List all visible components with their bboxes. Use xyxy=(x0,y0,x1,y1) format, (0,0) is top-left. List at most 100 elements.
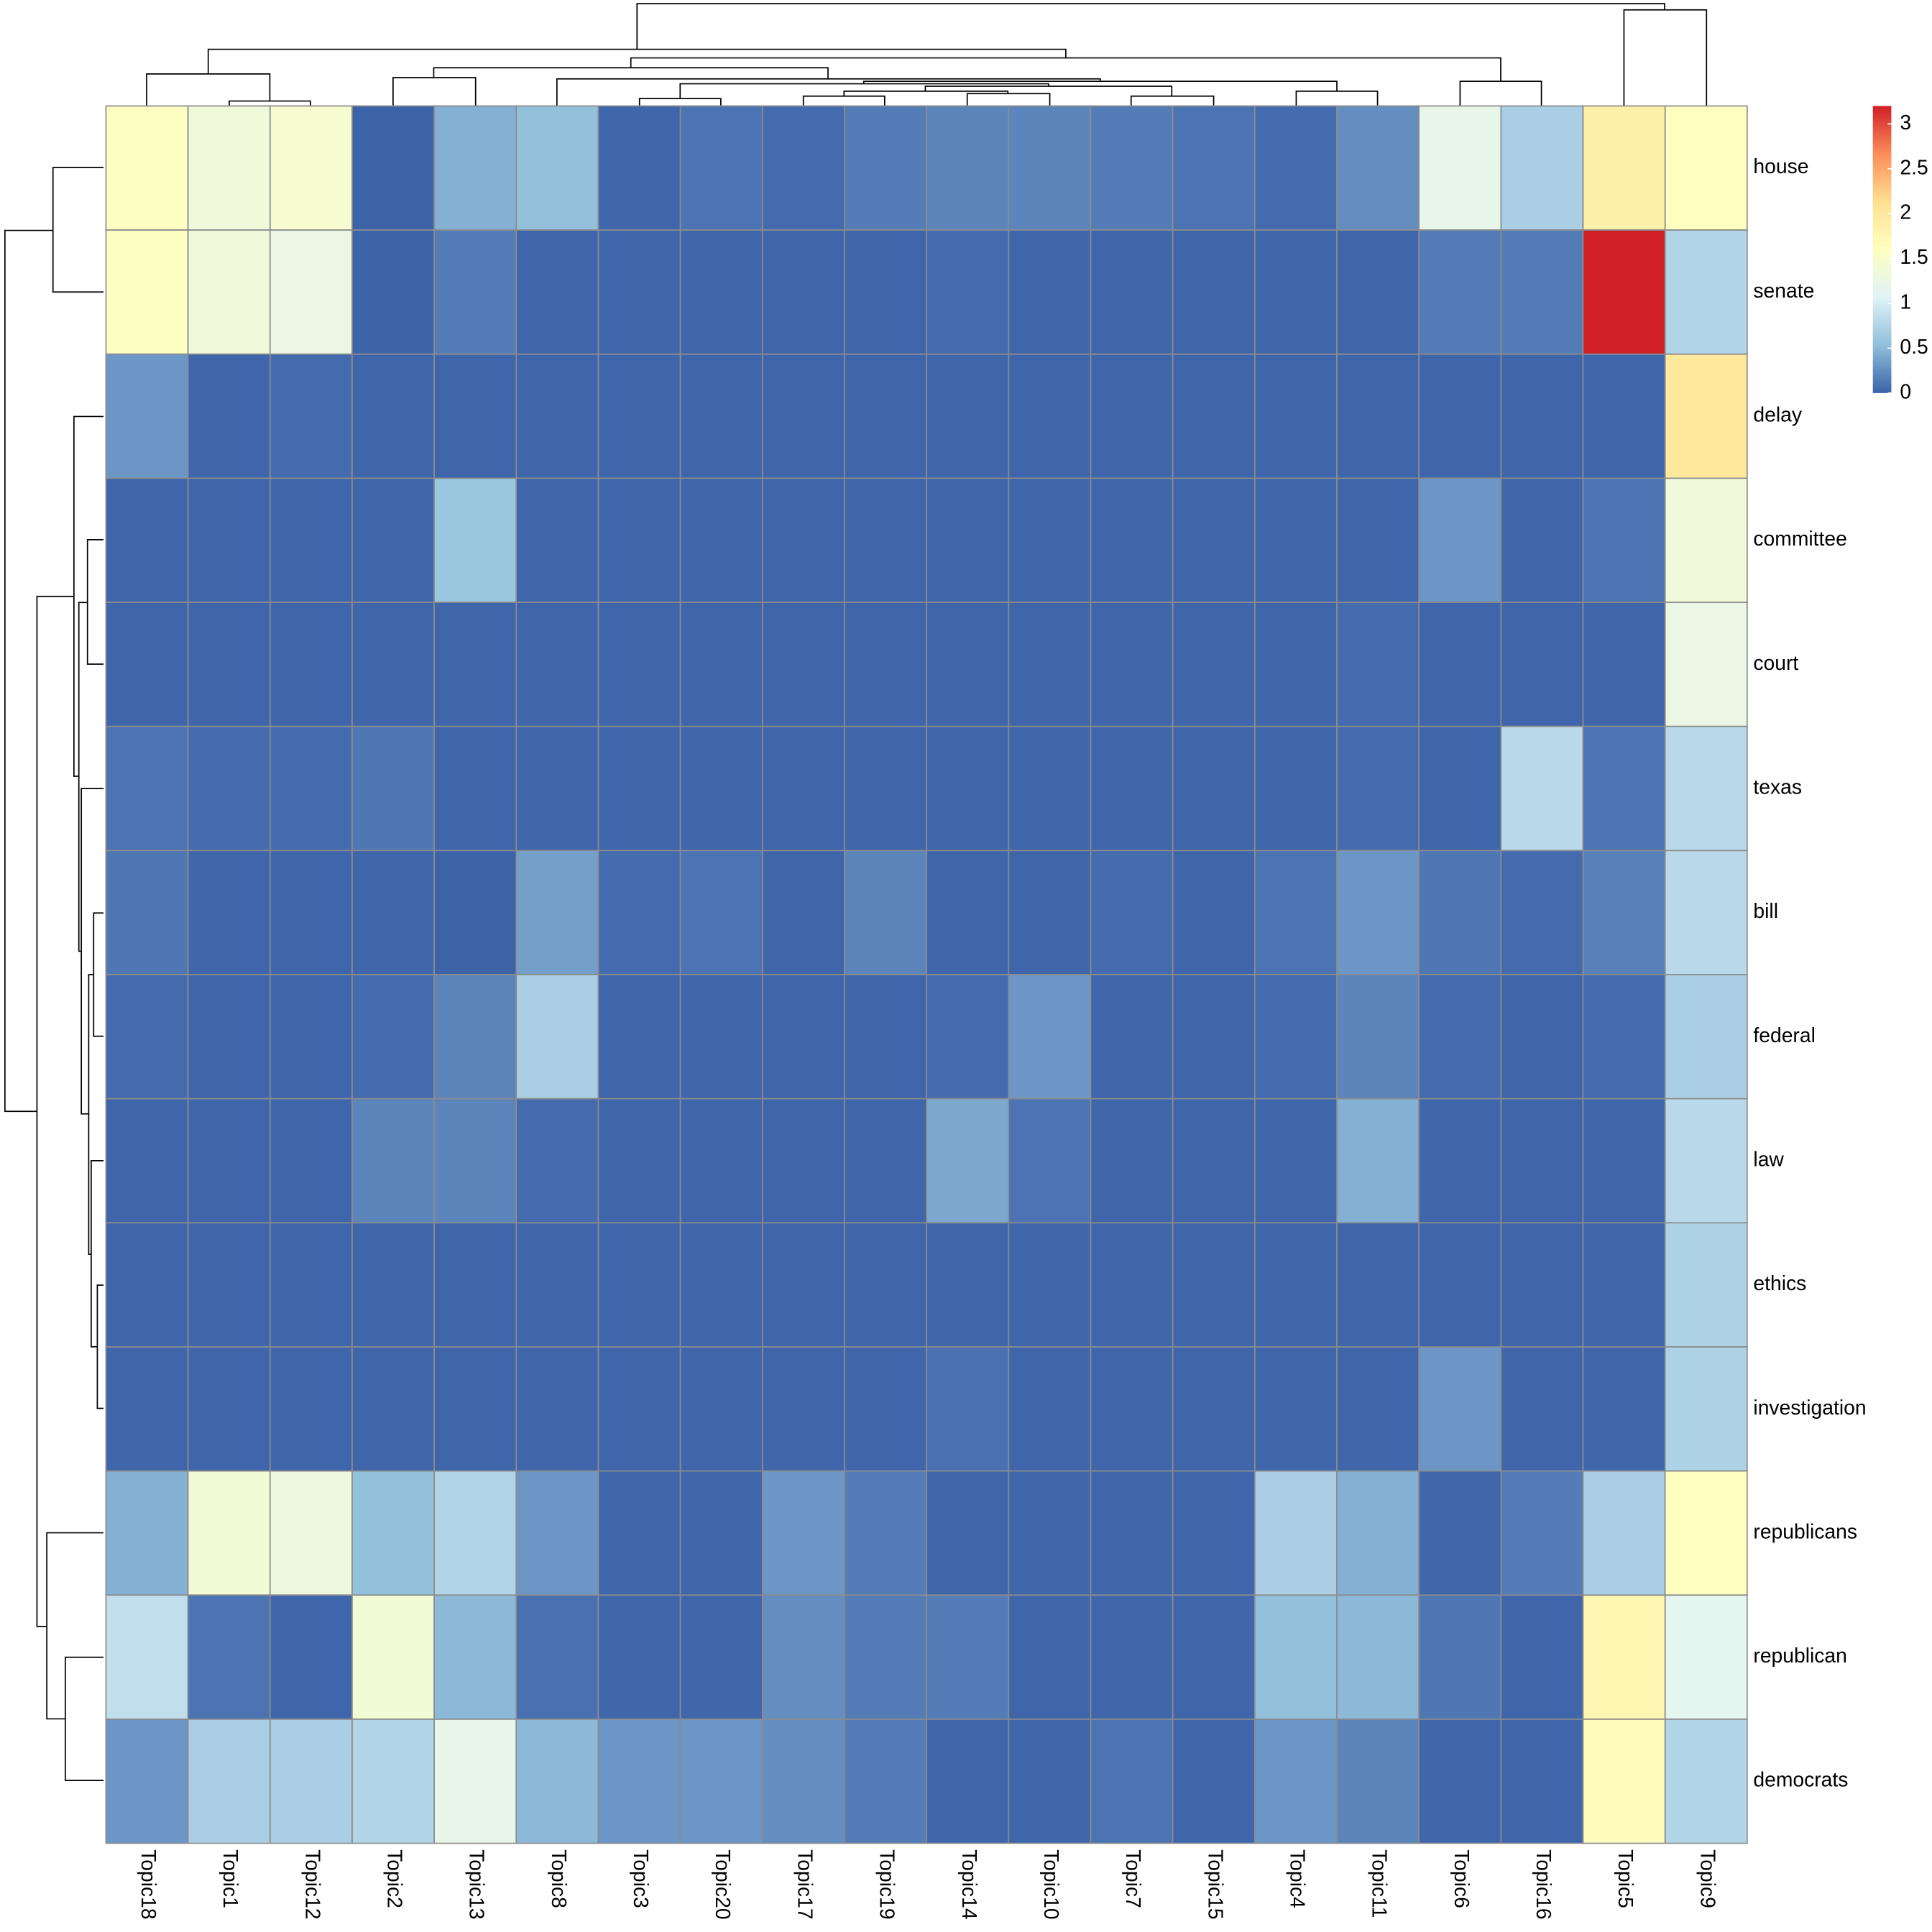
heatmap-cell xyxy=(433,229,518,355)
heatmap-cell xyxy=(597,1098,681,1224)
heatmap-cell xyxy=(1254,1098,1338,1224)
heatmap-cell xyxy=(105,353,189,479)
heatmap-cell xyxy=(515,353,599,479)
heatmap-cell xyxy=(926,105,1010,231)
heatmap-cell xyxy=(187,602,271,727)
heatmap-cell xyxy=(351,1346,435,1472)
heatmap-cell xyxy=(1664,974,1748,1100)
heatmap-cell xyxy=(844,1594,928,1720)
column-label: Topic13 xyxy=(466,1849,489,1919)
heatmap-cell xyxy=(515,477,599,603)
heatmap-cell xyxy=(269,353,353,479)
heatmap-cell xyxy=(597,477,681,603)
heatmap-cell xyxy=(351,602,435,727)
heatmap-cell xyxy=(1090,850,1174,975)
heatmap-cell xyxy=(1582,1346,1666,1472)
heatmap-cell xyxy=(351,1098,435,1224)
heatmap-cell xyxy=(926,1346,1010,1472)
heatmap-cell xyxy=(1664,105,1748,231)
heatmap-cell xyxy=(1582,105,1666,231)
heatmap-cell xyxy=(1664,1594,1748,1720)
heatmap-cell xyxy=(1090,1222,1174,1348)
heatmap-cell xyxy=(1500,1719,1584,1844)
heatmap-cell xyxy=(679,353,763,479)
heatmap-cell xyxy=(1172,1470,1256,1596)
heatmap-cell xyxy=(1500,1470,1584,1596)
heatmap-cell xyxy=(351,353,435,479)
heatmap-cell xyxy=(1008,229,1092,355)
heatmap-cell xyxy=(1008,725,1092,852)
heatmap-cell xyxy=(1008,1222,1092,1348)
column-label: Topic9 xyxy=(1696,1849,1719,1908)
row-label: bill xyxy=(1753,899,1778,922)
heatmap-cell xyxy=(1418,1346,1502,1472)
heatmap-cell xyxy=(1254,974,1338,1100)
heatmap-cell xyxy=(926,1594,1010,1720)
heatmap-cell xyxy=(597,1470,681,1596)
colorbar-tick-label: 1.5 xyxy=(1900,245,1928,268)
heatmap-cell xyxy=(1664,1719,1748,1844)
heatmap-cell xyxy=(1582,353,1666,479)
heatmap-cell xyxy=(1336,1594,1420,1720)
row-label: investigation xyxy=(1753,1396,1866,1419)
heatmap-cell xyxy=(433,105,518,231)
heatmap-cell xyxy=(679,850,763,975)
column-label: Topic6 xyxy=(1450,1849,1473,1908)
heatmap-cell xyxy=(597,602,681,727)
heatmap-cell xyxy=(1172,850,1256,975)
heatmap-cell xyxy=(1172,602,1256,727)
heatmap-cell xyxy=(187,1346,271,1472)
heatmap-cell xyxy=(1664,353,1748,479)
heatmap-cell xyxy=(1254,1719,1338,1844)
heatmap-cell xyxy=(679,1346,763,1472)
heatmap-cell xyxy=(761,105,845,231)
heatmap-cell xyxy=(844,105,928,231)
heatmap-cell xyxy=(1008,1346,1092,1472)
heatmap-cell xyxy=(761,850,845,975)
heatmap-cell xyxy=(1582,602,1666,727)
heatmap-cell xyxy=(679,1470,763,1596)
heatmap-cell xyxy=(844,602,928,727)
heatmap-cell xyxy=(1008,477,1092,603)
heatmap-cell xyxy=(269,850,353,975)
heatmap-cell xyxy=(844,1098,928,1224)
heatmap-cell xyxy=(1500,725,1584,852)
heatmap-cell xyxy=(597,229,681,355)
heatmap-cell xyxy=(1418,1470,1502,1596)
heatmap-cell xyxy=(433,477,518,603)
heatmap-cell xyxy=(761,974,845,1100)
heatmap-cell xyxy=(1500,1222,1584,1348)
heatmap-cell xyxy=(926,850,1010,975)
heatmap-cell xyxy=(269,477,353,603)
heatmap-cell xyxy=(761,477,845,603)
heatmap-cell xyxy=(926,477,1010,603)
heatmap-cell xyxy=(269,1594,353,1720)
heatmap-cell xyxy=(1090,105,1174,231)
heatmap-cell xyxy=(515,1594,599,1720)
heatmap-cell xyxy=(1418,353,1502,479)
heatmap-cell xyxy=(1336,850,1420,975)
heatmap-cell xyxy=(1172,1222,1256,1348)
heatmap-cell xyxy=(761,229,845,355)
heatmap-cell xyxy=(1418,602,1502,727)
heatmap-cell xyxy=(351,725,435,852)
heatmap-cell xyxy=(1500,974,1584,1100)
heatmap-cell xyxy=(515,1222,599,1348)
row-label: law xyxy=(1753,1147,1784,1170)
heatmap-cell xyxy=(597,850,681,975)
heatmap-cell xyxy=(105,1098,189,1224)
heatmap-cell xyxy=(1418,1098,1502,1224)
heatmap-cell xyxy=(761,725,845,852)
heatmap-cell xyxy=(187,353,271,479)
heatmap-cell xyxy=(105,1594,189,1720)
heatmap-cell xyxy=(844,229,928,355)
heatmap-cell xyxy=(761,1719,845,1844)
heatmap-cell xyxy=(1090,1470,1174,1596)
heatmap-cell xyxy=(1008,1098,1092,1224)
row-label: republicans xyxy=(1753,1519,1857,1542)
heatmap-cell xyxy=(679,477,763,603)
heatmap-cell xyxy=(926,229,1010,355)
heatmap-cell xyxy=(1008,1470,1092,1596)
heatmap-cell xyxy=(515,602,599,727)
